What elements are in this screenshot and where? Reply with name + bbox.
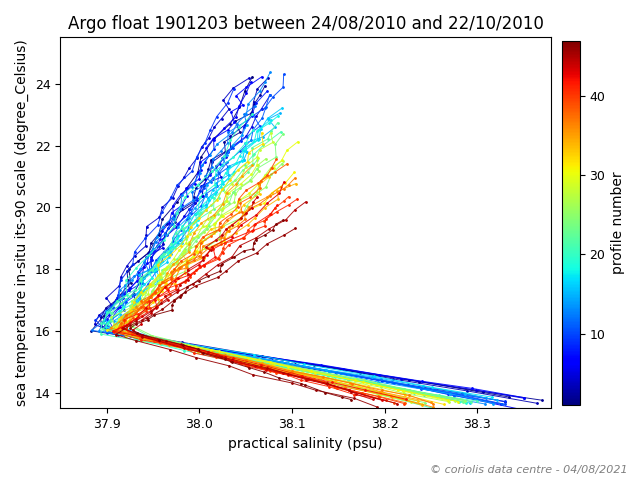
- Y-axis label: profile number: profile number: [611, 171, 625, 274]
- Title: Argo float 1901203 between 24/08/2010 and 22/10/2010: Argo float 1901203 between 24/08/2010 an…: [68, 15, 544, 33]
- X-axis label: practical salinity (psu): practical salinity (psu): [228, 437, 383, 451]
- Y-axis label: sea temperature in-situ its-90 scale (degree_Celsius): sea temperature in-situ its-90 scale (de…: [15, 39, 29, 406]
- Text: © coriolis data centre - 04/08/2021: © coriolis data centre - 04/08/2021: [429, 465, 627, 475]
